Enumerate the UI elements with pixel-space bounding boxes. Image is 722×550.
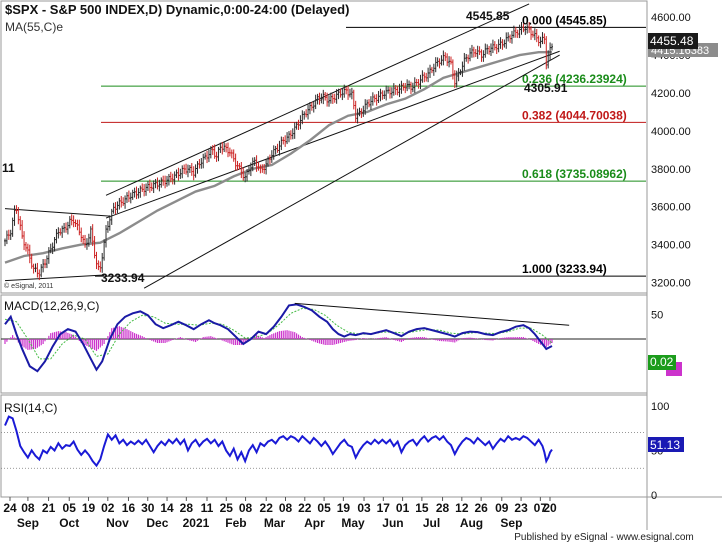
x-axis-day-label: 24 bbox=[3, 501, 17, 515]
price-layer: 0.000 (4545.85) 0.236 (4236.23924) 0.382 (… bbox=[4, 3, 646, 289]
fib-level-label: 0.382 (4044.70038) bbox=[522, 108, 627, 122]
rsi-layer bbox=[1, 415, 646, 469]
chart-title: $SPX - S&P 500 INDEX,D) Dynamic,0:00-24:… bbox=[5, 2, 349, 17]
x-axis-day-label: 11 bbox=[201, 501, 214, 515]
fib-level-label: 0.000 (4545.85) bbox=[522, 13, 607, 27]
macd-layer bbox=[1, 302, 646, 373]
x-axis-day-label: 20 bbox=[543, 501, 557, 515]
rsi-badge-box bbox=[648, 437, 684, 452]
price-trendline bbox=[4, 208, 110, 217]
macd-badge: 0.02 bbox=[650, 355, 674, 369]
mid-annotation: 4305.91 bbox=[524, 81, 568, 95]
ma-line bbox=[4, 51, 552, 264]
x-axis-day-label: 28 bbox=[436, 501, 450, 515]
x-axis-day-label: 30 bbox=[141, 501, 155, 515]
x-axis-day-label: 08 bbox=[239, 501, 253, 515]
x-axis-day-label: 22 bbox=[260, 501, 274, 515]
high-annotation: 4545.85 bbox=[466, 9, 510, 23]
rsi-line bbox=[4, 415, 553, 468]
x-axis-day-label: 12 bbox=[455, 501, 469, 515]
x-axis-day-label: 26 bbox=[474, 501, 488, 515]
x-axis-day-label: 02 bbox=[101, 501, 115, 515]
x-axis-month-label: Sep bbox=[500, 516, 522, 530]
copyright: © eSignal, 2011 bbox=[4, 282, 54, 290]
x-axis-day-label: 28 bbox=[180, 501, 194, 515]
price-axis-tick: 4600.00 bbox=[651, 12, 691, 24]
x-axis-day-label: 21 bbox=[42, 501, 56, 515]
price-axis-tick: 4200.00 bbox=[651, 88, 691, 100]
x-axis-day-label: 25 bbox=[220, 501, 234, 515]
x-axis-month-label: Oct bbox=[59, 516, 79, 530]
rsi-axis-tick: 0 bbox=[651, 490, 657, 502]
macd-line bbox=[4, 303, 553, 373]
x-axis-day-label: 14 bbox=[160, 501, 174, 515]
x-axis-month-label: May bbox=[341, 516, 365, 530]
rsi-title: RSI(14,C) bbox=[4, 401, 57, 415]
price-badge-box bbox=[648, 33, 698, 49]
x-axis-day-label: 08 bbox=[21, 501, 35, 515]
macd-title: MACD(12,26,9,C) bbox=[4, 299, 99, 313]
axis-layer: 4600.004400.004200.004000.003800.003600.… bbox=[3, 12, 690, 530]
x-axis-month-label: 2021 bbox=[183, 516, 210, 530]
x-axis-month-label: Sep bbox=[17, 516, 39, 530]
macd-axis-tick: 50 bbox=[651, 309, 663, 321]
x-axis-day-label: 16 bbox=[122, 501, 136, 515]
x-axis-day-label: 09 bbox=[495, 501, 509, 515]
price-axis-tick: 3800.00 bbox=[651, 164, 691, 176]
x-axis-day-label: 05 bbox=[63, 501, 77, 515]
macd-trendline bbox=[294, 302, 570, 326]
x-axis-day-label: 22 bbox=[298, 501, 312, 515]
x-axis-day-label: 01 bbox=[396, 501, 410, 515]
price-trendline bbox=[105, 50, 560, 219]
price-axis-tick: 4000.00 bbox=[651, 126, 691, 138]
macd-badge-box bbox=[648, 355, 676, 370]
x-axis-day-label: 08 bbox=[279, 501, 293, 515]
x-axis-month-label: Jul bbox=[423, 516, 440, 530]
price-axis-tick: 3600.00 bbox=[651, 202, 691, 214]
x-axis-month-label: Jun bbox=[382, 516, 403, 530]
x-axis-month-label: Mar bbox=[264, 516, 286, 530]
left-marker: 11 bbox=[2, 161, 15, 175]
x-axis-day-label: 15 bbox=[415, 501, 429, 515]
fib-level-label: 1.000 (3233.94) bbox=[522, 262, 607, 276]
low-annotation: 3233.94 bbox=[101, 271, 145, 285]
rsi-axis-tick: 100 bbox=[651, 401, 669, 413]
footer-credit: Published by eSignal - www.esignal.com bbox=[514, 532, 694, 543]
price-trendline bbox=[143, 54, 560, 289]
x-axis-day-label: 17 bbox=[377, 501, 391, 515]
price-axis-tick: 3400.00 bbox=[651, 240, 691, 252]
x-axis-month-label: Dec bbox=[146, 516, 168, 530]
x-axis-month-label: Apr bbox=[304, 516, 325, 530]
price-badge: 4455.48 bbox=[650, 34, 694, 48]
x-axis-month-label: Aug bbox=[460, 516, 483, 530]
price-trendline bbox=[4, 274, 105, 282]
x-axis-month-label: Nov bbox=[106, 516, 129, 530]
rsi-panel-frame bbox=[0, 394, 648, 498]
fib-level-label: 0.236 (4236.23924) bbox=[522, 72, 627, 86]
x-axis-day-label: 03 bbox=[357, 501, 371, 515]
fib-level-label: 0.618 (3735.08962) bbox=[522, 167, 627, 181]
x-axis-day-label: 07 bbox=[534, 501, 548, 515]
x-axis-day-label: 05 bbox=[317, 501, 331, 515]
x-axis-day-label: 23 bbox=[514, 501, 528, 515]
ma-label: MA(55,C)e bbox=[5, 20, 63, 34]
rsi-badge: 51.13 bbox=[650, 438, 680, 452]
price-axis-tick: 3200.00 bbox=[651, 278, 691, 290]
x-axis-month-label: Feb bbox=[225, 516, 246, 530]
x-axis-day-label: 19 bbox=[82, 501, 96, 515]
x-axis-day-label: 19 bbox=[337, 501, 351, 515]
